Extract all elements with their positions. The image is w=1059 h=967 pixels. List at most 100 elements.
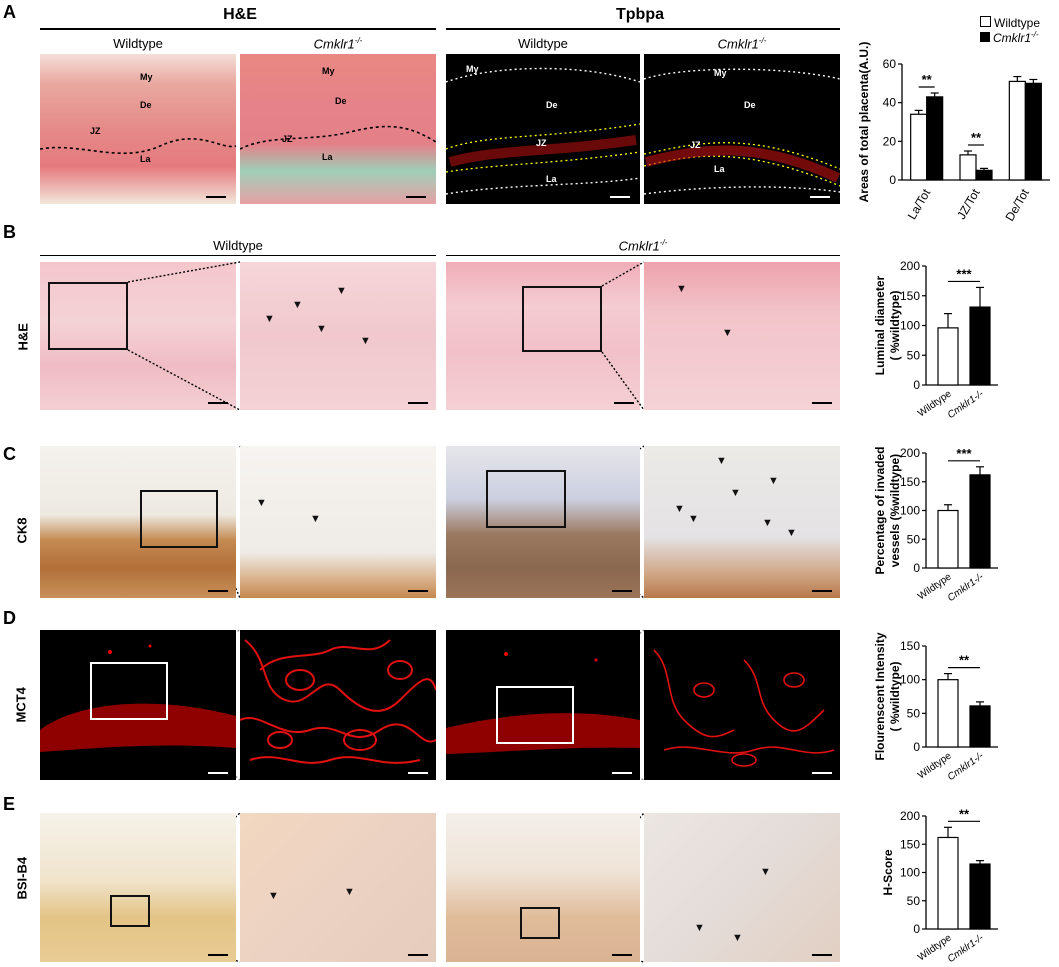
label-my: My	[322, 66, 335, 76]
y-axis-label: ( %wildtype)	[888, 661, 902, 731]
arrowhead-icon: ▼	[730, 487, 741, 499]
scale-bar	[408, 954, 428, 956]
y-axis-label: H-Score	[881, 849, 895, 895]
scale-bar	[612, 954, 632, 956]
panel-label-d: D	[3, 608, 16, 628]
zoom-box	[110, 895, 150, 927]
scale-bar	[612, 590, 632, 592]
bsib4-ko-high-mag: ▼ ▼ ▼	[644, 813, 840, 962]
y-tick-label: 100	[900, 673, 920, 687]
zoom-box	[486, 470, 566, 528]
tpbpa-wildtype-image: My De JZ La	[446, 54, 640, 204]
bar-wildtype	[910, 113, 928, 181]
x-tick-label: De/Tot	[1002, 186, 1032, 224]
label-la: La	[714, 164, 725, 174]
label-jz: JZ	[536, 138, 547, 148]
col-rule-left	[40, 255, 436, 256]
y-tick-label: 150	[900, 475, 920, 489]
significance-label: **	[922, 72, 933, 87]
y-tick-label: 60	[883, 57, 897, 71]
x-tick-label: JZ/Tot	[954, 186, 983, 222]
arrowhead-icon: ▼	[786, 527, 797, 539]
y-tick-label: 100	[900, 319, 920, 333]
mct4-wildtype-high-mag	[240, 630, 436, 780]
he-wildtype-low-mag	[40, 262, 236, 410]
y-tick-label: 40	[883, 96, 897, 110]
bar-ko	[975, 169, 993, 181]
bsib4-ko-low-mag	[446, 813, 640, 962]
scale-bar	[206, 196, 226, 198]
bar-ko	[969, 863, 991, 930]
header-he: H&E	[223, 6, 257, 23]
mct4-ko-low-mag	[446, 630, 640, 780]
x-tick-label: La/Tot	[905, 186, 934, 222]
y-axis-label: Flourenscent Intensity	[873, 632, 887, 760]
scale-bar	[812, 954, 832, 956]
zoom-box	[48, 282, 128, 350]
x-tick-label: Cmklr1-/-	[946, 571, 987, 604]
y-tick-label: 50	[907, 894, 921, 908]
arrowhead-icon: ▼	[256, 497, 267, 509]
label-jz: JZ	[282, 134, 293, 144]
he-wildtype-high-mag: ▼ ▼ ▼ ▼ ▼	[240, 262, 436, 410]
col-header-ko-he: Cmklr1-/-	[313, 36, 363, 52]
zoom-box	[140, 490, 218, 548]
he-ko-high-mag: ▼ ▼	[644, 262, 840, 410]
label-de: De	[546, 100, 558, 110]
panel-label-a: A	[3, 2, 16, 22]
scale-bar	[610, 196, 630, 198]
he-wildtype-image: My De JZ La	[40, 54, 236, 204]
bar-wildtype	[937, 836, 959, 930]
bar-wildtype	[959, 154, 977, 181]
y-axis-label: Areas of total placenta(A.U.)	[857, 42, 871, 203]
scale-bar	[812, 590, 832, 592]
y-tick-label: 100	[900, 504, 920, 518]
bsib4-wildtype-high-mag: ▼ ▼	[240, 813, 436, 962]
y-tick-label: 50	[907, 348, 921, 362]
ck8-wildtype-high-mag: ▼ ▼	[240, 446, 436, 598]
arrowhead-icon: ▼	[360, 335, 371, 347]
y-axis-label: ( %wildtype)	[888, 290, 902, 360]
col-header-wildtype-tpbpa: Wildtype	[518, 36, 568, 51]
arrowhead-icon: ▼	[316, 323, 327, 335]
arrowhead-icon: ▼	[722, 327, 733, 339]
scale-bar	[812, 772, 832, 774]
panel-label-e: E	[3, 794, 16, 814]
arrowhead-icon: ▼	[676, 283, 687, 295]
scale-bar	[208, 954, 228, 956]
y-tick-label: 100	[900, 866, 920, 880]
label-de: De	[744, 100, 756, 110]
zoom-box	[522, 286, 602, 352]
y-tick-label: 200	[900, 446, 920, 460]
y-tick-label: 150	[900, 837, 920, 851]
bar-ko	[969, 306, 991, 386]
y-tick-label: 0	[913, 378, 920, 392]
bar-ko	[926, 96, 944, 181]
y-tick-label: 0	[913, 561, 920, 575]
col-header-wildtype: Wildtype	[213, 238, 263, 253]
y-tick-label: 150	[900, 289, 920, 303]
label-my: My	[140, 72, 153, 82]
zoom-box	[90, 662, 168, 720]
label-de: De	[335, 96, 347, 106]
arrowhead-icon: ▼	[292, 299, 303, 311]
label-jz: JZ	[690, 140, 701, 150]
arrowhead-icon: ▼	[310, 513, 321, 525]
x-tick-label: Cmklr1-/-	[946, 932, 987, 965]
bar-ko	[969, 474, 991, 569]
scale-bar	[406, 196, 426, 198]
bar-wildtype	[937, 679, 959, 748]
scale-bar	[614, 402, 634, 404]
col-header-ko-tpbpa: Cmklr1-/-	[717, 36, 767, 52]
arrowhead-icon: ▼	[264, 313, 275, 325]
y-axis-label: Luminal diameter	[873, 275, 887, 375]
y-tick-label: 200	[900, 809, 920, 823]
y-tick-label: 50	[907, 532, 921, 546]
he-ko-image: My De JZ La	[240, 54, 436, 204]
arrowhead-icon: ▼	[732, 932, 743, 944]
label-la: La	[546, 174, 557, 184]
bar-wildtype	[1008, 80, 1026, 181]
y-tick-label: 50	[907, 706, 921, 720]
tpbpa-ko-image: My De JZ La	[644, 54, 840, 204]
scale-bar	[408, 772, 428, 774]
